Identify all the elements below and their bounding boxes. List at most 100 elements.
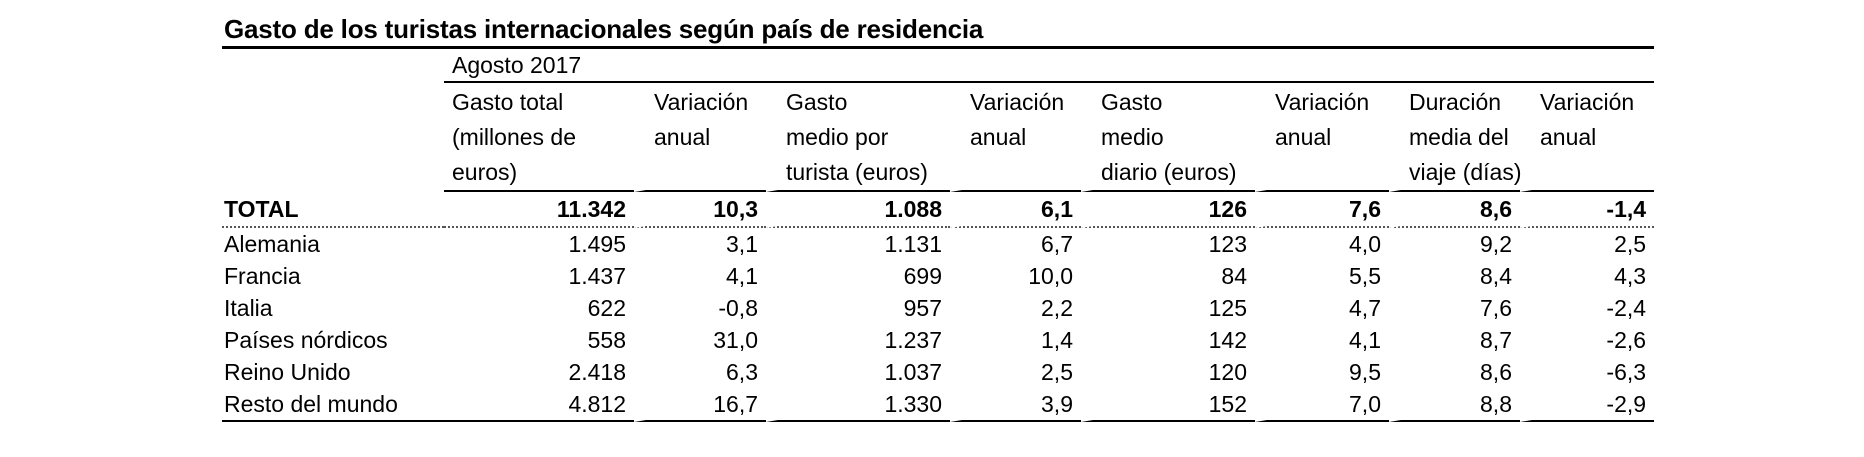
row-label: Italia xyxy=(224,294,273,321)
column-header-line: anual xyxy=(1540,124,1597,150)
column-header: Gasto medio diario (euros) xyxy=(1081,83,1255,192)
value-cell: 2,5 xyxy=(1520,228,1654,260)
value-cell: 2.418 xyxy=(568,358,626,385)
row-label: Reino Unido xyxy=(224,358,351,385)
column-header-line: anual xyxy=(1275,124,1332,150)
column-header: Gasto medio por turista (euros) xyxy=(766,83,950,192)
table-row: Reino Unido 2.418 6,3 1.037 2,5 120 9,5 8,6 -6,3 xyxy=(222,356,1654,388)
value-cell: 6,7 xyxy=(950,228,1081,260)
column-header-line: Variación xyxy=(1275,89,1370,115)
value-cell: 558 xyxy=(587,326,626,353)
value-cell: 6,1 xyxy=(950,192,1081,228)
table-row: Resto del mundo 4.812 16,7 1.330 3,9 152 7,0 8,… xyxy=(222,388,1655,422)
column-header: Variación anual xyxy=(634,83,766,192)
value-cell: 5,5 xyxy=(1255,260,1389,292)
value-cell: 11.342 xyxy=(444,192,634,228)
value-cell: 10,3 xyxy=(634,192,766,228)
value-cell: 84 xyxy=(1081,260,1255,292)
spending-table: Agosto 2017 Gasto total (millones de euros… xyxy=(222,49,1655,422)
corner-cell xyxy=(222,83,444,192)
value-cell: 622 xyxy=(587,294,626,321)
value-cell: -2,9 xyxy=(1520,388,1655,422)
value-cell: 7,6 xyxy=(1255,192,1389,228)
value-cell: 1.037 xyxy=(766,356,950,388)
value-cell: 1.437 xyxy=(568,262,626,289)
column-header-line: anual xyxy=(654,124,711,150)
value-cell: -2,6 xyxy=(1520,324,1654,356)
column-header-line: Gasto total xyxy=(452,89,564,115)
table-row: Italia 622 -0,8 957 2,2 125 4,7 7,6 -2,4 xyxy=(222,292,1654,324)
value-cell: -2,4 xyxy=(1520,292,1654,324)
column-header: Variación anual xyxy=(1255,83,1389,192)
column-header: Variación anual xyxy=(1520,83,1655,192)
value-cell: 699 xyxy=(766,260,950,292)
row-label: Resto del mundo xyxy=(222,388,444,422)
value-cell: 125 xyxy=(1081,292,1255,324)
column-header-line: diario (euros) xyxy=(1101,159,1237,185)
header-row: Gasto total (millones de euros) Variación an… xyxy=(222,83,1655,192)
column-header-line: euros) xyxy=(452,159,518,185)
column-header-line: Gasto xyxy=(1101,89,1163,115)
value-cell: 8,8 xyxy=(1389,388,1520,422)
column-header: Gasto total (millones de euros) xyxy=(444,83,634,192)
value-cell: 31,0 xyxy=(634,324,766,356)
row-label: Países nórdicos xyxy=(224,326,388,353)
value-cell: 8,4 xyxy=(1389,260,1520,292)
value-cell: 957 xyxy=(766,292,950,324)
column-header-line: turista (euros) xyxy=(786,159,928,185)
row-label: TOTAL xyxy=(222,192,444,228)
value-cell: 1.088 xyxy=(766,192,950,228)
value-cell: 7,6 xyxy=(1389,292,1520,324)
value-cell: 152 xyxy=(1081,388,1255,422)
table-row: Alemania 1.495 3,1 1.131 6,7 123 4,0 9,2 2,5 xyxy=(222,228,1654,260)
value-cell: 2,2 xyxy=(950,292,1081,324)
table-row: Países nórdicos 558 31,0 1.237 1,4 142 4,1 8,7-… xyxy=(222,324,1654,356)
value-cell: 1.131 xyxy=(766,228,950,260)
report-table-block: Gasto de los turistas internacionales se… xyxy=(222,12,1655,422)
period-label: Agosto 2017 xyxy=(444,49,1655,83)
value-cell: 6,3 xyxy=(634,356,766,388)
table-body: Agosto 2017 Gasto total (millones de euros… xyxy=(222,49,1655,422)
value-cell: 120 xyxy=(1081,356,1255,388)
value-cell: 4.812 xyxy=(444,388,634,422)
column-header-line: medio por xyxy=(786,124,889,150)
value-cell: 3,1 xyxy=(634,228,766,260)
value-cell: 1.495 xyxy=(568,230,626,257)
table-row: Francia 1.437 4,1 699 10,0 84 5,5 8,4 4,3 xyxy=(222,260,1654,292)
value-cell: 3,9 xyxy=(950,388,1081,422)
value-cell: 1.330 xyxy=(766,388,950,422)
column-header-line: Variación xyxy=(970,89,1065,115)
column-header-line: Gasto xyxy=(786,89,848,115)
value-cell: 4,7 xyxy=(1255,292,1389,324)
value-cell: 4,1 xyxy=(1255,324,1389,356)
value-cell: 142 xyxy=(1081,324,1255,356)
value-cell: 7,0 xyxy=(1255,388,1389,422)
value-cell: -6,3 xyxy=(1520,356,1654,388)
column-header-line: Duración xyxy=(1409,89,1502,115)
value-cell: 10,0 xyxy=(950,260,1081,292)
value-cell: 123 xyxy=(1081,228,1255,260)
corner-cell xyxy=(222,49,444,83)
value-cell: 1,4 xyxy=(950,324,1081,356)
value-cell: 9,2 xyxy=(1389,228,1520,260)
value-cell: 4,1 xyxy=(634,260,766,292)
value-cell: 126 xyxy=(1081,192,1255,228)
column-header-line: viaje (días) xyxy=(1409,159,1522,185)
row-label: Francia xyxy=(224,262,301,289)
column-header-line: (millones de xyxy=(452,124,576,150)
column-header-line: medio xyxy=(1101,124,1164,150)
column-header: Variación anual xyxy=(950,83,1081,192)
column-header-line: Variación xyxy=(654,89,749,115)
value-cell: 2,5 xyxy=(950,356,1081,388)
row-label: Alemania xyxy=(224,230,320,257)
column-header: Duración media del viaje (días) xyxy=(1389,83,1522,192)
value-cell: 8,6 xyxy=(1389,356,1520,388)
value-cell: 4,3 xyxy=(1520,260,1654,292)
value-cell: -1,4 xyxy=(1520,192,1655,228)
total-row: TOTAL 11.342 10,3 1.088 6,1 126 7,6 8,6 -1,4 xyxy=(222,192,1655,228)
value-cell: 8,7 xyxy=(1389,324,1520,356)
column-header-line: Variación xyxy=(1540,89,1635,115)
value-cell: 4,0 xyxy=(1255,228,1389,260)
period-row: Agosto 2017 xyxy=(222,49,1655,83)
value-cell: 16,7 xyxy=(634,388,766,422)
